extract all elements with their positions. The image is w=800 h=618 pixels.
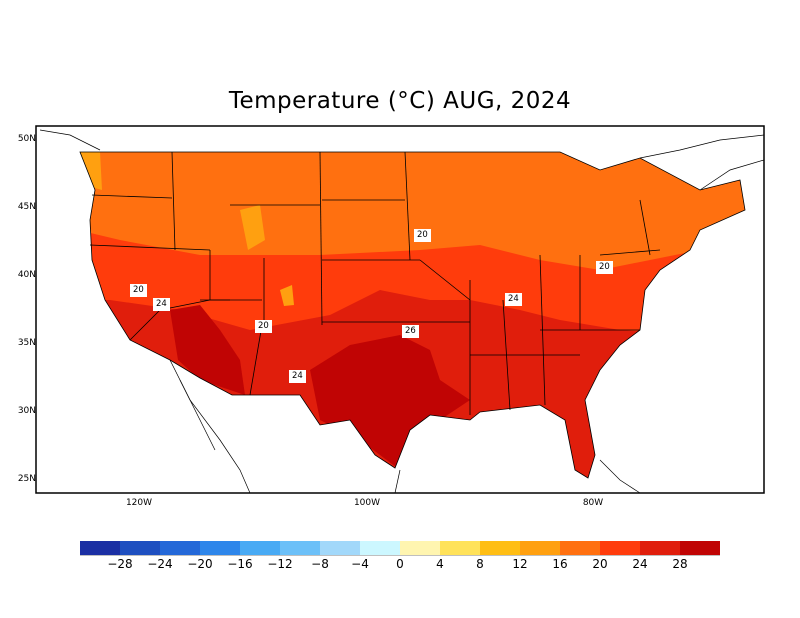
lat-label-45n: 45N [17, 202, 36, 212]
legend-tick-label: 8 [476, 557, 484, 571]
legend-swatch [200, 541, 240, 555]
lat-label-30n: 30N [17, 406, 36, 416]
lon-label-80w: 80W [582, 498, 604, 508]
contour-label: 20 [596, 261, 613, 274]
legend-swatch [560, 541, 600, 555]
lon-label-100w: 100W [353, 498, 381, 508]
legend-swatch [320, 541, 360, 555]
legend-swatch [520, 541, 560, 555]
coastlines [39, 129, 765, 494]
legend-swatch [240, 541, 280, 555]
legend-tick-label: 20 [592, 557, 608, 571]
legend-swatch [480, 541, 520, 555]
color-legend [80, 541, 720, 555]
legend-tick-label: −8 [311, 557, 329, 571]
map-title: Temperature (°C) AUG, 2024 [228, 88, 572, 114]
legend-tick-label: 24 [632, 557, 648, 571]
legend-tick-label: −4 [351, 557, 369, 571]
legend-swatch [440, 541, 480, 555]
legend-tick-label: 16 [552, 557, 568, 571]
contour-label: 24 [505, 293, 522, 306]
legend-tick-label: 0 [396, 557, 404, 571]
legend-swatch [400, 541, 440, 555]
contour-label: 20 [130, 284, 147, 297]
state-borders [79, 151, 746, 479]
legend-tick-label: −24 [147, 557, 173, 571]
legend-tick-label: −28 [107, 557, 133, 571]
contour-label: 26 [402, 325, 419, 338]
legend-tick-label: −16 [227, 557, 253, 571]
legend-swatch [280, 541, 320, 555]
legend-swatch [600, 541, 640, 555]
legend-tick-label: 12 [512, 557, 528, 571]
contour-label: 20 [414, 229, 431, 242]
lat-label-40n: 40N [17, 270, 36, 280]
legend-swatch [160, 541, 200, 555]
legend-tick-label: 28 [672, 557, 688, 571]
lat-label-50n: 50N [17, 134, 36, 144]
lat-label-35n: 35N [17, 338, 36, 348]
lat-label-25n: 25N [17, 474, 36, 484]
contour-label: 24 [289, 370, 306, 383]
legend-swatch [680, 541, 720, 555]
contour-label: 24 [153, 298, 170, 311]
legend-swatch [360, 541, 400, 555]
legend-swatch [120, 541, 160, 555]
legend-swatch [640, 541, 680, 555]
legend-swatch [80, 541, 120, 555]
lon-label-120w: 120W [125, 498, 153, 508]
legend-tick-label: −12 [267, 557, 293, 571]
legend-tick-label: −20 [187, 557, 213, 571]
legend-tick-label: 4 [436, 557, 444, 571]
contour-label: 20 [255, 320, 272, 333]
